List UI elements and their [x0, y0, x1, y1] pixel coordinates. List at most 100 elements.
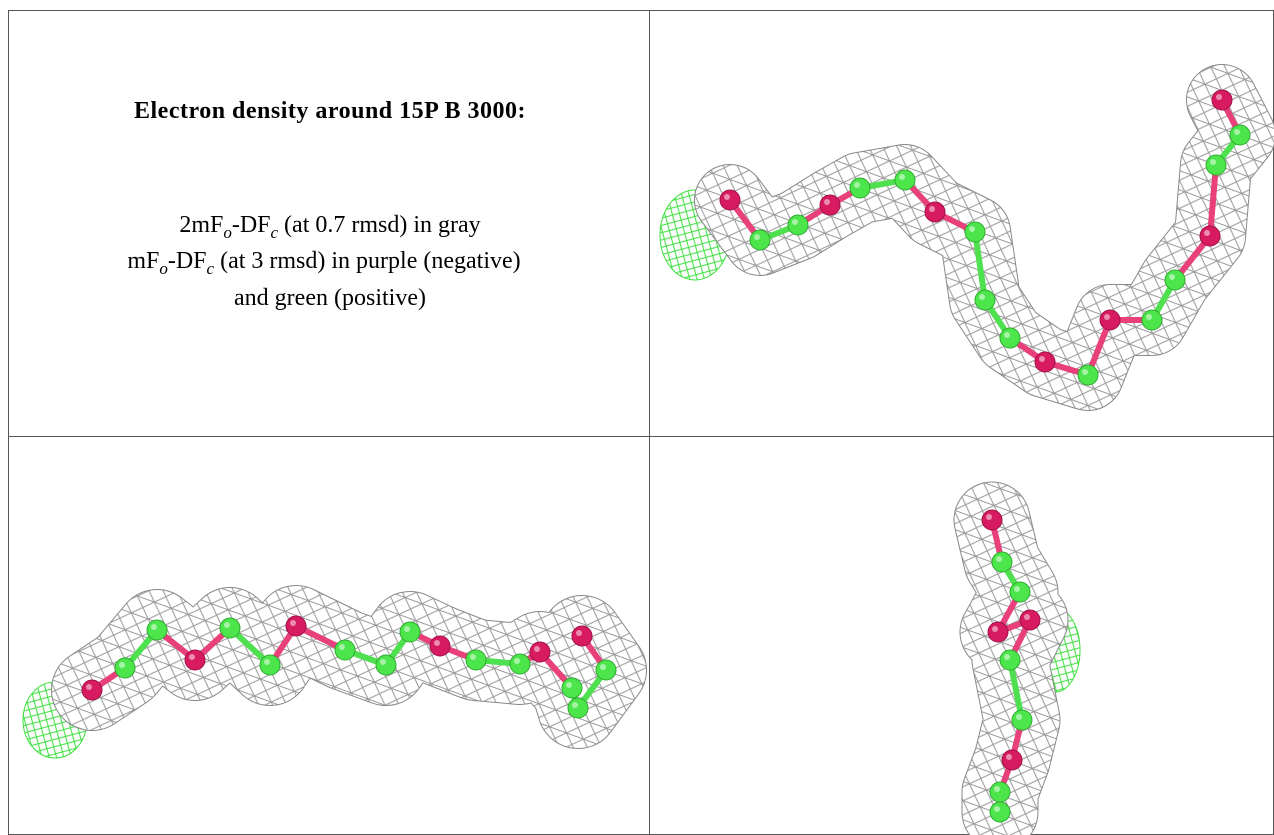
subscript: c: [207, 259, 215, 278]
atom-highlight: [854, 182, 860, 188]
oxygen-atom: [571, 625, 593, 647]
atom-highlight: [1104, 314, 1110, 320]
atom-highlight: [264, 659, 270, 665]
density-view-bottom-right: [953, 481, 1081, 835]
carbon-atom: [595, 659, 617, 681]
carbon-atom: [375, 654, 397, 676]
oxygen-atom: [719, 189, 741, 211]
atom-highlight: [1024, 614, 1030, 620]
atom-highlight: [1210, 159, 1216, 165]
subscript: c: [271, 223, 279, 242]
carbon-atom: [114, 657, 136, 679]
atom-highlight: [534, 646, 540, 652]
atom-highlight: [994, 806, 1000, 812]
bond: [972, 229, 988, 303]
atom-highlight: [1006, 754, 1012, 760]
legend-line: 2mFo-DFc (at 0.7 rmsd) in gray: [179, 212, 480, 242]
atom-highlight: [994, 786, 1000, 792]
density-view-top-right: [659, 64, 1274, 411]
carbon-atom: [999, 649, 1021, 671]
atom-highlight: [434, 640, 440, 646]
oxygen-atom: [819, 194, 841, 216]
carbon-atom: [1011, 709, 1033, 731]
atom-highlight: [224, 622, 230, 628]
atom-highlight: [572, 702, 578, 708]
atom-highlight: [1146, 314, 1152, 320]
atom-highlight: [899, 174, 905, 180]
oxygen-atom: [81, 679, 103, 701]
legend-line: and green (positive): [234, 285, 426, 311]
atom-highlight: [986, 514, 992, 520]
atom-highlight: [754, 234, 760, 240]
carbon-atom: [989, 801, 1011, 823]
oxygen-atom: [529, 641, 551, 663]
carbon-atom: [1141, 309, 1163, 331]
carbon-atom: [465, 649, 487, 671]
atom-highlight: [1004, 332, 1010, 338]
carbon-atom: [561, 677, 583, 699]
atom-highlight: [969, 226, 975, 232]
atom-highlight: [979, 294, 985, 300]
carbon-atom: [1077, 364, 1099, 386]
carbon-atom: [749, 229, 771, 251]
oxygen-atom: [1199, 225, 1221, 247]
atom-highlight: [290, 620, 296, 626]
oxygen-atom: [1001, 749, 1023, 771]
carbon-atom: [787, 214, 809, 236]
density-view-bottom-left: [22, 585, 647, 759]
atom-highlight: [824, 199, 830, 205]
atom-highlight: [1204, 230, 1210, 236]
carbon-atom: [509, 653, 531, 675]
atom-highlight: [1016, 714, 1022, 720]
atom-highlight: [514, 658, 520, 664]
atom-highlight: [566, 682, 572, 688]
atom-highlight: [1082, 369, 1088, 375]
oxygen-atom: [285, 615, 307, 637]
atom-highlight: [724, 194, 730, 200]
text-part: -DF: [232, 212, 271, 238]
carbon-atom: [259, 654, 281, 676]
atom-highlight: [119, 662, 125, 668]
atom-highlight: [470, 654, 476, 660]
oxygen-atom: [981, 509, 1003, 531]
carbon-atom: [146, 619, 168, 641]
atom-highlight: [929, 206, 935, 212]
carbon-atom: [334, 639, 356, 661]
carbon-atom: [964, 221, 986, 243]
atom-highlight: [600, 664, 606, 670]
carbon-atom: [399, 621, 421, 643]
oxygen-atom: [1034, 351, 1056, 373]
atom-highlight: [404, 626, 410, 632]
bond: [1207, 162, 1219, 239]
text-part: mF: [127, 248, 159, 274]
table-grid: [8, 10, 1274, 835]
atom-highlight: [1014, 586, 1020, 592]
oxygen-atom: [184, 649, 206, 671]
carbon-atom: [1205, 154, 1227, 176]
atom-highlight: [339, 644, 345, 650]
carbon-atom: [849, 177, 871, 199]
atom-highlight: [1169, 274, 1175, 280]
carbon-atom: [991, 551, 1013, 573]
caption-title: Electron density around 15P B 3000:: [134, 98, 526, 124]
atom-highlight: [992, 626, 998, 632]
legend-line: mFo-DFc (at 3 rmsd) in purple (negative): [127, 248, 520, 278]
oxygen-atom: [1099, 309, 1121, 331]
carbon-atom: [999, 327, 1021, 349]
oxygen-atom: [429, 635, 451, 657]
oxygen-atom: [987, 621, 1009, 643]
carbon-atom: [219, 617, 241, 639]
carbon-atom: [1164, 269, 1186, 291]
atom-highlight: [1234, 129, 1240, 135]
atom-highlight: [151, 624, 157, 630]
carbon-atom: [1009, 581, 1031, 603]
carbon-atom: [974, 289, 996, 311]
oxygen-atom: [924, 201, 946, 223]
atom-highlight: [189, 654, 195, 660]
text-part: (at 3 rmsd) in purple (negative): [214, 248, 521, 274]
carbon-atom: [1229, 124, 1251, 146]
atom-highlight: [86, 684, 92, 690]
atom-highlight: [1039, 356, 1045, 362]
caption-cell: Electron density around 15P B 3000: 2mFo…: [127, 98, 526, 311]
